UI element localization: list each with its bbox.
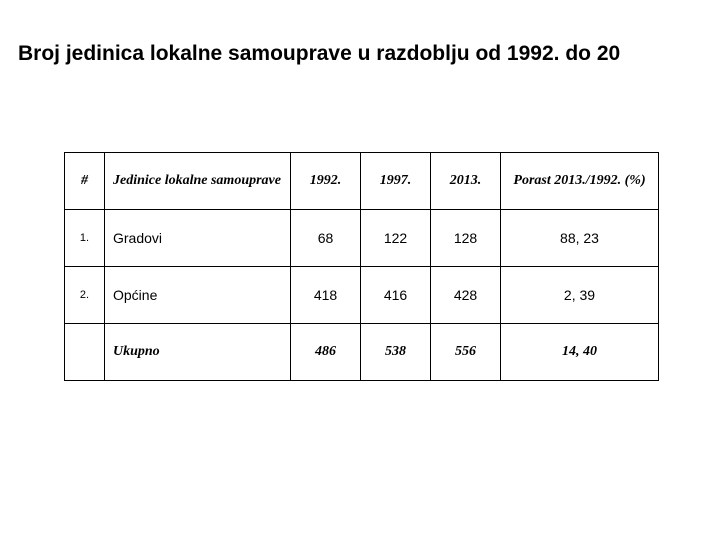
cell-name: Općine <box>105 267 291 324</box>
cell-index <box>65 324 105 381</box>
col-header-1992: 1992. <box>291 153 361 210</box>
table-header-row: # Jedinice lokalne samouprave 1992. 1997… <box>65 153 659 210</box>
cell-2013: 128 <box>431 210 501 267</box>
cell-name: Ukupno <box>105 324 291 381</box>
col-header-name: Jedinice lokalne samouprave <box>105 153 291 210</box>
cell-1992: 68 <box>291 210 361 267</box>
cell-name: Gradovi <box>105 210 291 267</box>
col-header-index: # <box>65 153 105 210</box>
cell-2013: 428 <box>431 267 501 324</box>
cell-2013: 556 <box>431 324 501 381</box>
cell-1992: 486 <box>291 324 361 381</box>
cell-index: 2. <box>65 267 105 324</box>
table-row: 1. Gradovi 68 122 128 88, 23 <box>65 210 659 267</box>
col-header-1997: 1997. <box>361 153 431 210</box>
cell-1997: 416 <box>361 267 431 324</box>
col-header-2013: 2013. <box>431 153 501 210</box>
data-table-container: # Jedinice lokalne samouprave 1992. 1997… <box>64 152 658 381</box>
cell-index: 1. <box>65 210 105 267</box>
cell-growth: 88, 23 <box>501 210 659 267</box>
table-row-total: Ukupno 486 538 556 14, 40 <box>65 324 659 381</box>
cell-growth: 2, 39 <box>501 267 659 324</box>
data-table: # Jedinice lokalne samouprave 1992. 1997… <box>64 152 659 381</box>
page: Broj jedinica lokalne samouprave u razdo… <box>0 0 720 540</box>
cell-1997: 122 <box>361 210 431 267</box>
col-header-growth: Porast 2013./1992. (%) <box>501 153 659 210</box>
cell-1992: 418 <box>291 267 361 324</box>
table-row: 2. Općine 418 416 428 2, 39 <box>65 267 659 324</box>
page-title: Broj jedinica lokalne samouprave u razdo… <box>18 42 720 66</box>
cell-growth: 14, 40 <box>501 324 659 381</box>
cell-1997: 538 <box>361 324 431 381</box>
